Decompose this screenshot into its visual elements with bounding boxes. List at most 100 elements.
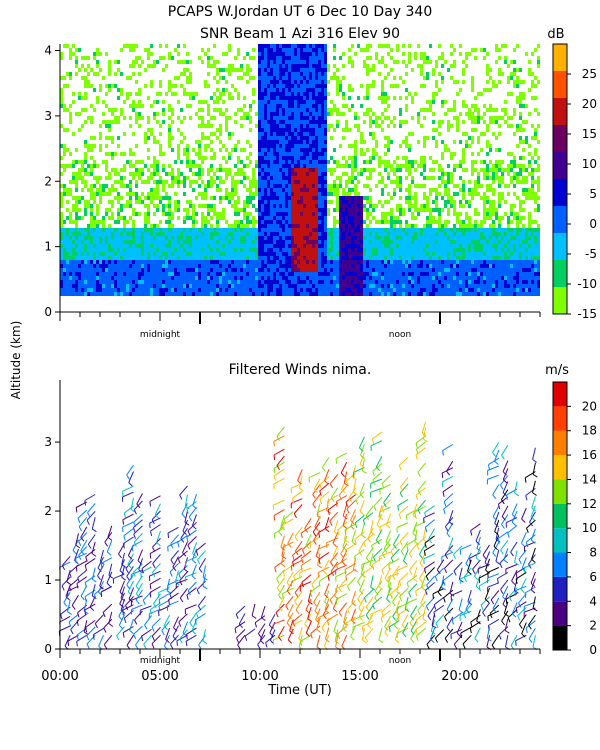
heatmap-cell xyxy=(321,148,324,152)
heatmap-cell xyxy=(423,268,426,272)
heatmap-cell xyxy=(90,272,93,276)
heatmap-cell xyxy=(279,264,282,268)
heatmap-cell xyxy=(81,260,84,264)
heatmap-cell xyxy=(288,48,291,52)
heatmap-cell xyxy=(267,200,270,204)
heatmap-cell xyxy=(198,116,201,120)
heatmap-cell xyxy=(330,252,333,256)
heatmap-cell xyxy=(294,220,297,224)
heatmap-cell xyxy=(312,280,315,284)
heatmap-cell xyxy=(327,124,330,128)
heatmap-cell xyxy=(177,232,180,236)
heatmap-cell xyxy=(261,204,264,208)
heatmap-cell xyxy=(273,252,276,256)
heatmap-cell xyxy=(219,232,222,236)
heatmap-cell xyxy=(285,232,288,236)
heatmap-cell xyxy=(261,84,264,88)
heatmap-cell xyxy=(291,56,294,60)
heatmap-cell xyxy=(387,276,390,280)
heatmap-cell xyxy=(315,212,318,216)
heatmap-cell xyxy=(234,248,237,252)
heatmap-cell xyxy=(435,276,438,280)
heatmap-cell xyxy=(105,228,108,232)
heatmap-cell xyxy=(126,248,129,252)
heatmap-cell xyxy=(315,124,318,128)
heatmap-cell xyxy=(246,240,249,244)
heatmap-cell xyxy=(111,184,114,188)
heatmap-cell xyxy=(318,240,321,244)
heatmap-cell xyxy=(252,292,255,296)
heatmap-cell xyxy=(285,192,288,196)
heatmap-cell xyxy=(81,176,84,180)
heatmap-cell xyxy=(243,252,246,256)
heatmap-cell xyxy=(120,248,123,252)
heatmap-cell xyxy=(285,204,288,208)
heatmap-cell xyxy=(384,264,387,268)
heatmap-cell xyxy=(267,244,270,248)
heatmap-cell xyxy=(303,128,306,132)
heatmap-cell xyxy=(342,212,345,216)
heatmap-cell xyxy=(117,88,120,92)
heatmap-cell xyxy=(228,136,231,140)
heatmap-cell xyxy=(183,184,186,188)
heatmap-cell xyxy=(141,280,144,284)
heatmap-cell xyxy=(219,268,222,272)
heatmap-cell xyxy=(363,256,366,260)
heatmap-cell xyxy=(270,128,273,132)
heatmap-cell xyxy=(222,144,225,148)
heatmap-cell xyxy=(75,288,78,292)
heatmap-cell xyxy=(222,88,225,92)
heatmap-cell xyxy=(210,268,213,272)
heatmap-cell xyxy=(84,152,87,156)
heatmap-cell xyxy=(438,260,441,264)
heatmap-cell xyxy=(273,80,276,84)
heatmap-cell xyxy=(273,108,276,112)
heatmap-cell xyxy=(324,136,327,140)
heatmap-cell xyxy=(87,276,90,280)
heatmap-cell xyxy=(399,256,402,260)
heatmap-cell xyxy=(393,244,396,248)
heatmap-cell xyxy=(168,80,171,84)
heatmap-cell xyxy=(291,212,294,216)
heatmap-cell xyxy=(438,232,441,236)
heatmap-cell xyxy=(303,156,306,160)
heatmap-cell xyxy=(144,292,147,296)
heatmap-cell xyxy=(357,240,360,244)
heatmap-cell xyxy=(153,224,156,228)
heatmap-cell xyxy=(300,68,303,72)
heatmap-cell xyxy=(396,156,399,160)
heatmap-cell xyxy=(213,152,216,156)
heatmap-cell xyxy=(267,280,270,284)
heatmap-cell xyxy=(147,264,150,268)
heatmap-cell xyxy=(183,232,186,236)
heatmap-cell xyxy=(249,120,252,124)
heatmap-cell xyxy=(318,108,321,112)
heatmap-cell xyxy=(279,44,282,48)
heatmap-cell xyxy=(183,92,186,96)
heatmap-cell xyxy=(345,280,348,284)
heatmap-cell xyxy=(132,268,135,272)
heatmap-cell xyxy=(210,184,213,188)
heatmap-cell xyxy=(192,276,195,280)
heatmap-cell xyxy=(441,240,444,244)
heatmap-cell xyxy=(234,276,237,280)
heatmap-cell xyxy=(171,108,174,112)
heatmap-cell xyxy=(96,284,99,288)
heatmap-cell xyxy=(159,240,162,244)
heatmap-cell xyxy=(198,268,201,272)
heatmap-cell xyxy=(291,252,294,256)
heatmap-cell xyxy=(426,256,429,260)
heatmap-cell xyxy=(411,176,414,180)
heatmap-cell xyxy=(354,264,357,268)
heatmap-cell xyxy=(297,152,300,156)
heatmap-cell xyxy=(303,148,306,152)
heatmap-cell xyxy=(273,56,276,60)
heatmap-cell xyxy=(351,224,354,228)
heatmap-cell xyxy=(204,292,207,296)
heatmap-cell xyxy=(393,284,396,288)
heatmap-cell xyxy=(264,116,267,120)
heatmap-cell xyxy=(72,92,75,96)
heatmap-cell xyxy=(342,196,345,200)
heatmap-cell xyxy=(204,240,207,244)
heatmap-cell xyxy=(96,232,99,236)
